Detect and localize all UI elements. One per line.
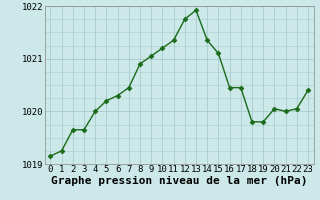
X-axis label: Graphe pression niveau de la mer (hPa): Graphe pression niveau de la mer (hPa) [51,176,308,186]
